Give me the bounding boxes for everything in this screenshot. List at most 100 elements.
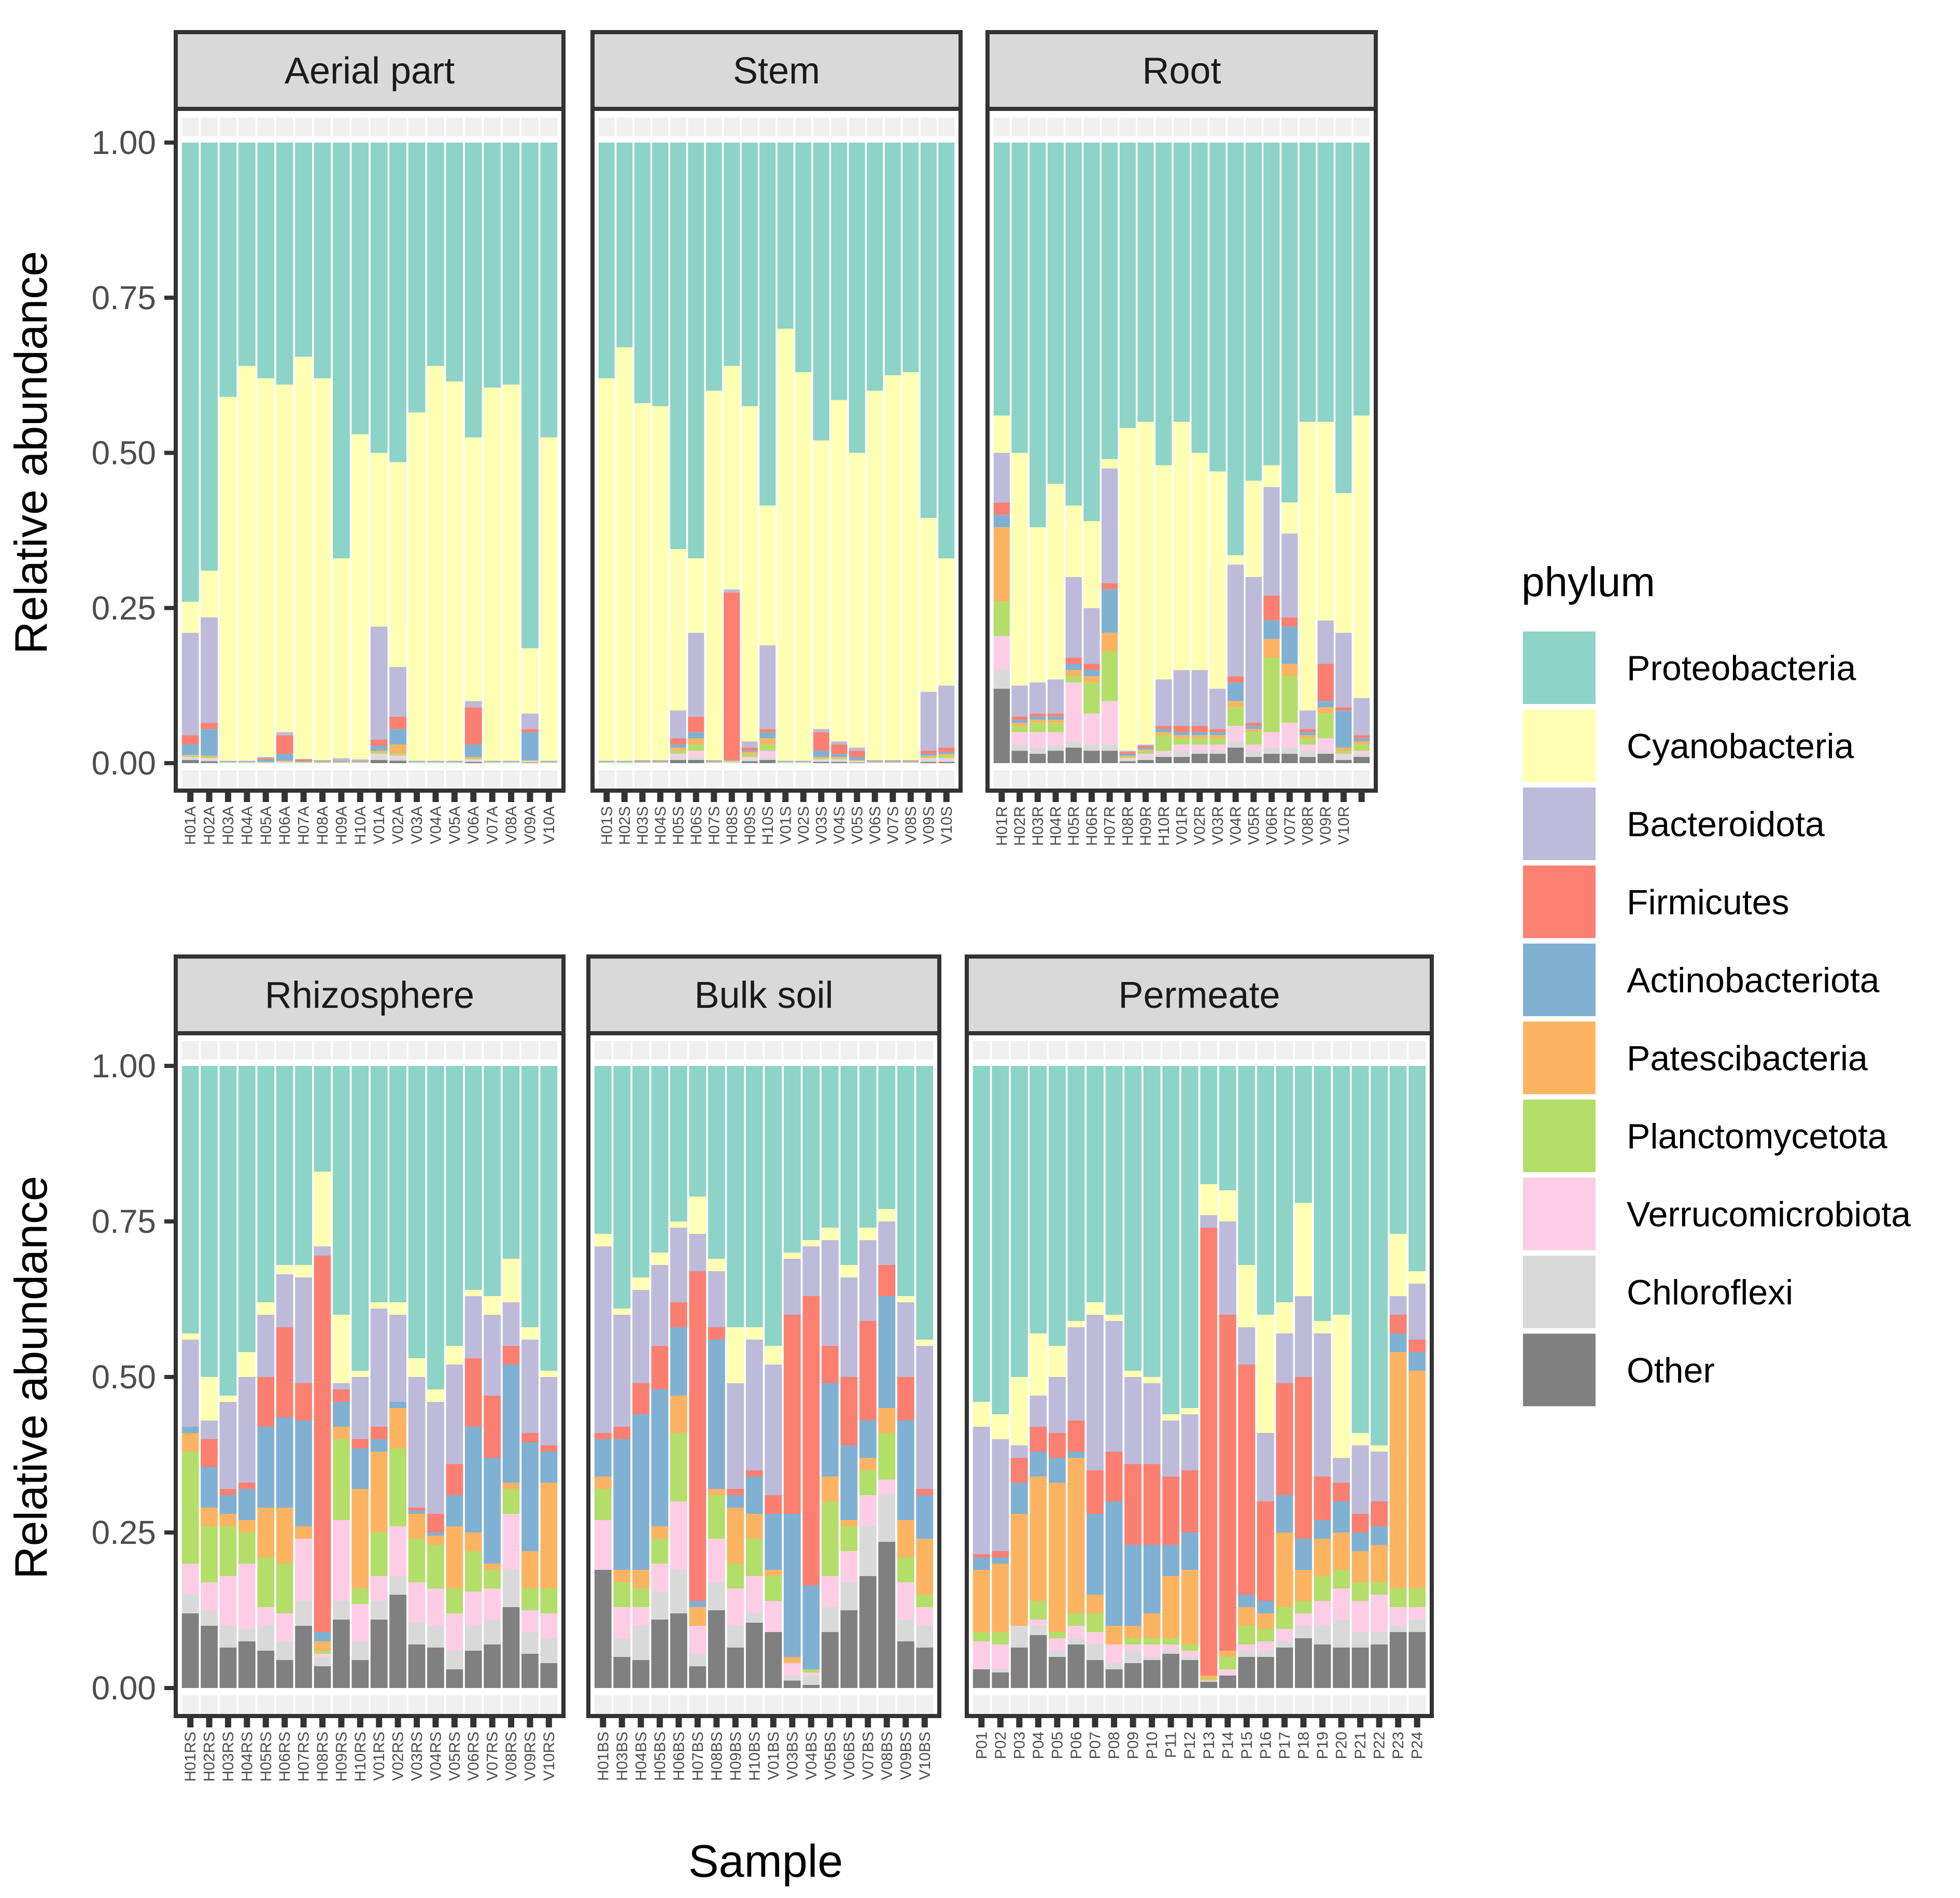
bar-segment-actinobacteriota xyxy=(238,761,256,762)
bar-bottom-pad xyxy=(1314,1695,1331,1714)
bar-bottom-pad xyxy=(408,1695,426,1714)
bar-segment-actinobacteriota xyxy=(1335,710,1352,748)
x-tick-label: H09S xyxy=(741,806,758,845)
bar-bottom-pad xyxy=(502,1695,520,1714)
bar-top-pad xyxy=(938,118,955,136)
x-tick-label: V10A xyxy=(541,806,558,844)
bar-segment-bacteroidota xyxy=(1143,1383,1161,1464)
bar-segment-other xyxy=(916,1648,934,1688)
bar-segment-bacteroidota xyxy=(1238,1327,1256,1365)
legend-key xyxy=(1523,788,1596,860)
x-tick-label: V05R xyxy=(1245,806,1262,845)
bar-segment-firmicutes xyxy=(594,1433,612,1439)
bar-top-pad xyxy=(831,118,848,136)
bar-segment-actinobacteriota xyxy=(521,1442,539,1551)
bar-segment-bacteroidota xyxy=(276,732,293,736)
bar-segment-firmicutes xyxy=(484,1396,501,1458)
bar-segment-cyanobacteria xyxy=(651,1253,669,1265)
x-tick-mark xyxy=(1167,1716,1174,1727)
bar-H02S xyxy=(616,143,633,763)
bar-segment-planctomycetota xyxy=(916,1595,934,1607)
bar-segment-chloroflexi xyxy=(1228,741,1244,748)
bar-segment-bacteroidota xyxy=(1263,487,1280,596)
bar-bottom-pad xyxy=(1371,1695,1388,1714)
bar-segment-cyanobacteria xyxy=(201,570,218,617)
bar-bottom-pad xyxy=(1083,770,1100,789)
bar-segment-planctomycetota xyxy=(1299,738,1316,745)
bar-segment-firmicutes xyxy=(613,1427,631,1439)
bar-top-pad xyxy=(333,1041,350,1060)
bar-V10R xyxy=(1335,143,1352,763)
bar-segment-actinobacteriota xyxy=(689,1601,707,1607)
bar-segment-proteobacteria xyxy=(1124,1066,1142,1371)
bar-segment-other xyxy=(257,1651,275,1688)
bar-segment-proteobacteria xyxy=(1276,1066,1293,1302)
bar-segment-proteobacteria xyxy=(351,143,369,434)
bar-segment-cyanobacteria xyxy=(897,1296,914,1302)
bar-segment-actinobacteriota xyxy=(1228,682,1244,701)
bar-segment-planctomycetota xyxy=(1067,1613,1085,1626)
bar-segment-chloroflexi xyxy=(1105,1663,1123,1669)
x-tick-mark xyxy=(338,1716,345,1727)
x-tick-label: V01R xyxy=(1174,806,1191,845)
bar-top-pad xyxy=(849,118,865,136)
bar-segment-bacteroidota xyxy=(745,1340,763,1470)
bar-segment-chloroflexi xyxy=(1314,1626,1331,1644)
bar-segment-firmicutes xyxy=(1048,1433,1066,1458)
bar-segment-proteobacteria xyxy=(333,143,350,558)
x-tick-label: V05BS xyxy=(822,1732,839,1780)
bar-bottom-pad xyxy=(201,1695,218,1714)
bar-segment-planctomycetota xyxy=(389,754,406,756)
bar-H10BS xyxy=(745,1066,763,1688)
bar-P21 xyxy=(1351,1066,1369,1688)
bar-segment-firmicutes xyxy=(257,1377,275,1427)
bar-segment-other xyxy=(333,1620,350,1688)
bar-segment-actinobacteriota xyxy=(724,760,740,761)
bar-segment-cyanobacteria xyxy=(670,549,686,711)
bar-H07A xyxy=(295,143,312,763)
bar-segment-cyanobacteria xyxy=(1351,1433,1369,1445)
bar-segment-firmicutes xyxy=(1087,1470,1104,1514)
bar-segment-firmicutes xyxy=(1143,1464,1161,1545)
bar-V06RS xyxy=(464,1066,482,1688)
bar-segment-actinobacteriota xyxy=(783,1514,801,1657)
bar-segment-firmicutes xyxy=(1314,1477,1331,1520)
bar-top-pad xyxy=(884,118,901,136)
bar-segment-actinobacteriota xyxy=(859,1421,877,1458)
bar-segment-bacteroidota xyxy=(802,1246,820,1296)
bar-segment-verrucomicrobiota xyxy=(1065,682,1082,742)
bar-segment-cyanobacteria xyxy=(540,437,558,761)
bar-bottom-pad xyxy=(777,770,794,789)
bar-segment-actinobacteriota xyxy=(727,1495,744,1508)
bar-segment-patescibacteria xyxy=(594,1477,612,1489)
bar-segment-chloroflexi xyxy=(708,1582,725,1610)
bar-segment-patescibacteria xyxy=(1245,729,1262,733)
x-tick-label: V09A xyxy=(521,806,539,844)
legend-key xyxy=(1523,631,1596,704)
x-tick-mark xyxy=(1111,1716,1118,1727)
bar-segment-planctomycetota xyxy=(1257,1629,1274,1641)
bar-segment-bacteroidota xyxy=(351,759,369,761)
bar-segment-proteobacteria xyxy=(219,1066,237,1396)
x-tick-label: H08RS xyxy=(314,1732,331,1782)
bar-segment-bacteroidota xyxy=(1065,577,1082,658)
bar-bottom-pad xyxy=(813,770,829,789)
bar-segment-planctomycetota xyxy=(219,762,237,763)
bar-top-pad xyxy=(389,1041,406,1060)
bar-segment-actinobacteriota xyxy=(464,1427,482,1533)
bar-segment-bacteroidota xyxy=(427,1402,444,1514)
bar-segment-actinobacteriota xyxy=(540,761,558,762)
bar-segment-patescibacteria xyxy=(1048,1483,1066,1632)
bar-segment-cyanobacteria xyxy=(916,1340,934,1346)
bar-segment-cyanobacteria xyxy=(670,1221,687,1228)
bar-top-pad xyxy=(670,1041,687,1060)
bar-segment-other xyxy=(464,1651,482,1688)
bar-segment-planctomycetota xyxy=(1083,682,1100,714)
bar-segment-verrucomicrobiota xyxy=(1257,1641,1274,1651)
bar-segment-planctomycetota xyxy=(1162,1638,1180,1644)
bar-bottom-pad xyxy=(314,1695,331,1714)
x-tick-mark xyxy=(527,791,533,802)
bar-segment-cyanobacteria xyxy=(1048,1346,1066,1377)
x-tick-label: P17 xyxy=(1276,1732,1293,1759)
bar-segment-actinobacteriota xyxy=(1048,1458,1066,1483)
